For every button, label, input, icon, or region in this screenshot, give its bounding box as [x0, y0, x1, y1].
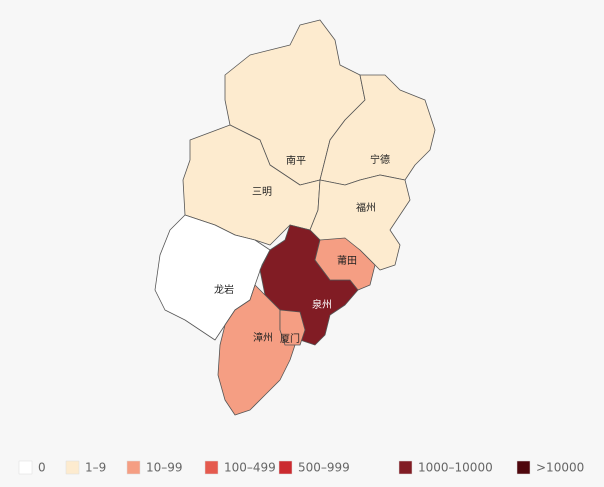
legend-swatch[interactable] — [398, 460, 413, 475]
legend-swatch[interactable] — [516, 460, 531, 475]
legend-label: 10–99 — [146, 461, 183, 475]
legend-label: >10000 — [536, 461, 584, 475]
region-label: 三明 — [252, 186, 272, 198]
region-label: 福州 — [356, 201, 376, 214]
region[interactable] — [314, 237, 376, 291]
region[interactable] — [279, 309, 306, 346]
legend-label: 0 — [38, 461, 46, 475]
legend-swatch[interactable] — [278, 460, 293, 475]
legend-label: 100–499 — [224, 461, 276, 475]
region-label: 厦门 — [280, 332, 300, 345]
legend: 0 1–9 10–99 100–499 500–999 1000–10000 >… — [18, 460, 584, 475]
legend-swatch[interactable] — [126, 460, 141, 475]
region-label: 漳州 — [253, 331, 273, 344]
map: 南平 宁德 三明 福州 龙岩 莆田 泉州 漳州 厦门 — [154, 19, 436, 416]
region-label: 泉州 — [312, 298, 332, 311]
region-label: 宁德 — [370, 153, 390, 166]
legend-swatch[interactable] — [204, 460, 219, 475]
legend-swatch[interactable] — [18, 460, 33, 475]
legend-label: 500–999 — [298, 461, 350, 475]
legend-label: 1000–10000 — [418, 461, 493, 475]
legend-swatch[interactable] — [65, 460, 80, 475]
region-label: 南平 — [286, 154, 306, 167]
region-label: 龙岩 — [214, 283, 234, 296]
legend-label: 1–9 — [85, 461, 106, 475]
region-label: 莆田 — [337, 254, 357, 267]
